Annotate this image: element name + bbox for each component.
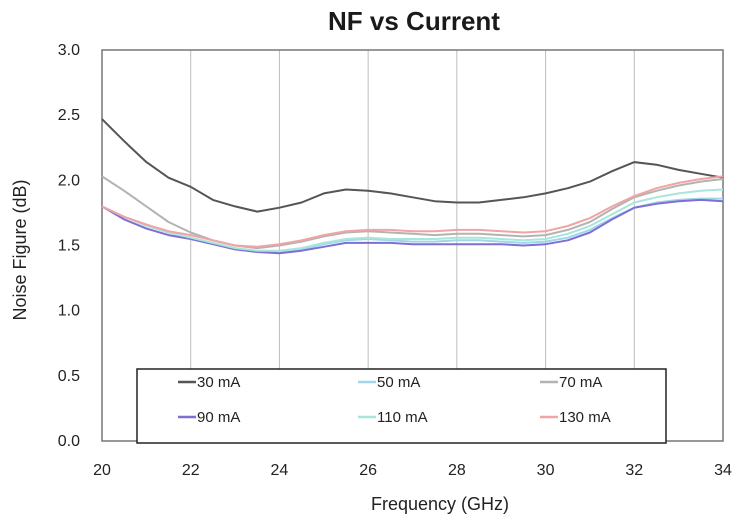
legend-label: 130 mA xyxy=(559,409,611,426)
x-tick-label: 34 xyxy=(714,462,732,479)
y-tick-label: 3.0 xyxy=(58,42,80,59)
x-tick-label: 30 xyxy=(537,462,555,479)
legend-item: 110 mA xyxy=(358,409,428,426)
legend-item: 130 mA xyxy=(540,409,611,426)
x-axis-label: Frequency (GHz) xyxy=(371,494,509,514)
legend-item: 30 mA xyxy=(178,374,240,391)
x-tick-label: 32 xyxy=(625,462,643,479)
series-line-30-ma xyxy=(101,118,724,213)
x-tick-label: 20 xyxy=(93,462,111,479)
legend-label: 50 mA xyxy=(377,374,420,391)
y-tick-label: 0.5 xyxy=(58,368,80,385)
x-tick-label: 28 xyxy=(448,462,466,479)
y-tick-label: 0.0 xyxy=(58,433,80,450)
legend-item: 70 mA xyxy=(540,374,602,391)
y-tick-labels: 0.0 0.5 1.0 1.5 2.0 2.5 3.0 xyxy=(58,42,80,450)
legend-item: 50 mA xyxy=(358,374,420,391)
legend-box xyxy=(136,368,667,444)
legend-label: 70 mA xyxy=(559,374,602,391)
series-line-90-ma xyxy=(101,198,724,255)
x-tick-label: 24 xyxy=(271,462,289,479)
legend-label: 30 mA xyxy=(197,374,240,391)
legend-label: 90 mA xyxy=(197,409,240,426)
legend-item: 90 mA xyxy=(178,409,240,426)
series-lines xyxy=(101,118,724,255)
series-line-70-ma xyxy=(101,175,724,250)
x-tick-label: 22 xyxy=(182,462,200,479)
legend-label: 110 mA xyxy=(377,409,428,426)
y-tick-label: 2.5 xyxy=(58,107,80,124)
y-tick-label: 1.5 xyxy=(58,238,80,255)
series-line-110-ma xyxy=(101,188,724,252)
x-tick-label: 26 xyxy=(359,462,377,479)
y-tick-label: 1.0 xyxy=(58,303,80,320)
x-tick-labels: 20 22 24 26 28 30 32 34 xyxy=(93,462,732,479)
chart-title: NF vs Current xyxy=(328,6,500,36)
series-line-130-ma xyxy=(101,175,724,248)
legend: 30 mA 50 mA 70 mA 90 mA 110 mA 130 mA xyxy=(136,368,667,444)
y-axis-label: Noise Figure (dB) xyxy=(10,179,30,320)
legend-items: 30 mA 50 mA 70 mA 90 mA 110 mA 130 mA xyxy=(178,374,611,426)
y-tick-label: 2.0 xyxy=(58,172,80,189)
